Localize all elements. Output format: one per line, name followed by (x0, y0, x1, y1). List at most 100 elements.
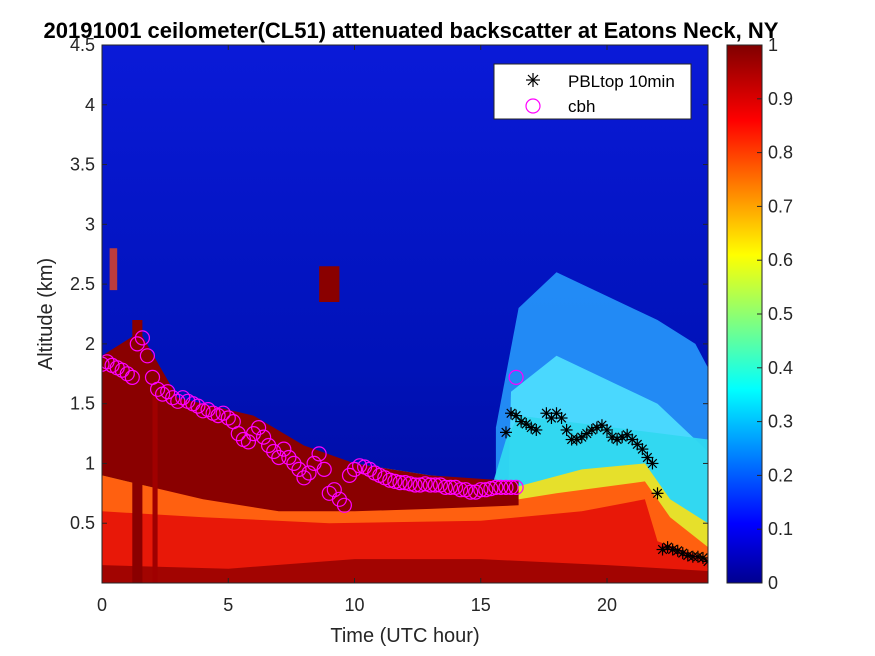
cbh-point (331, 491, 347, 507)
x-tick-label: 20 (597, 595, 617, 615)
cbh-point (301, 465, 317, 481)
pbltop-point (505, 407, 518, 420)
pbltop-point (636, 443, 649, 456)
chart-title: 20191001 ceilometer(CL51) attenuated bac… (44, 18, 779, 43)
y-tick-label: 1.5 (70, 394, 95, 414)
pbltop-point (580, 427, 593, 440)
cbh-point (422, 477, 438, 493)
cbh-point (352, 458, 368, 474)
x-axis-label: Time (UTC hour) (330, 625, 479, 647)
y-tick-label: 3 (85, 214, 95, 234)
cbh-point (311, 446, 327, 462)
cbh-point (397, 475, 413, 491)
cbh-point (256, 429, 272, 445)
y-tick-label: 4 (85, 95, 95, 115)
cbh-point (291, 461, 307, 477)
cbh-point (326, 482, 342, 498)
pbltop-point (570, 433, 583, 446)
cbh-point (341, 467, 358, 483)
colorbar-tick-label: 0 (768, 573, 778, 593)
pbltop-point (515, 415, 528, 428)
cbh-point (498, 479, 514, 495)
cbh-point (139, 348, 155, 364)
cbh-point (129, 336, 145, 352)
pbltop-point (651, 487, 664, 500)
cbh-point (316, 461, 332, 477)
colorbar-tick-label: 0.8 (768, 143, 793, 163)
colorbar-tick-label: 0.9 (768, 89, 793, 109)
colorbar-tick-label: 0.5 (768, 304, 793, 324)
cbh-point (266, 443, 282, 460)
cbh-point (134, 330, 150, 346)
colorbar-tick-label: 1 (768, 35, 778, 55)
cbh-point (286, 455, 302, 471)
cbh-point (508, 479, 524, 495)
y-tick-label: 1 (85, 453, 95, 473)
heatmap-band-darkred-surface (102, 559, 708, 583)
pbltop-point (575, 431, 588, 444)
cbh-point (382, 472, 398, 488)
cbh-point (437, 479, 453, 495)
colorbar (726, 44, 763, 584)
colorbar-tick-label: 0.3 (768, 412, 793, 432)
cbh-point (119, 366, 135, 382)
pbltop-point (676, 547, 689, 560)
y-tick-label: 0.5 (70, 513, 95, 533)
y-axis-label: Altitude (km) (35, 258, 57, 370)
cbh-point (114, 362, 130, 378)
y-axis: 0.5 1 1.5 2 2.5 3 3.5 4 4.5 (70, 35, 708, 533)
pbltop-point (661, 541, 674, 554)
pbltop-point (510, 409, 523, 422)
cbh-point (160, 384, 176, 400)
cbh-point (483, 481, 499, 497)
cbh-point (453, 482, 469, 498)
cbh-point (407, 477, 423, 493)
cbh-point (427, 477, 443, 493)
x-tick-label: 15 (471, 595, 491, 615)
cbh-point (281, 449, 297, 466)
colorbar-ticks: 0 0.1 0.2 0.3 0.4 0.5 0.6 0.7 0.8 0.9 1 (757, 35, 793, 593)
plot-frame (101, 44, 709, 584)
pbltop-point (641, 451, 654, 464)
heatmap-streak-2 (152, 391, 158, 583)
cbh-point (251, 420, 267, 436)
cbh-point (463, 484, 479, 500)
heatmap-patch-early (109, 248, 118, 291)
pbltop-point (702, 555, 708, 568)
y-tick-label: 2.5 (70, 274, 95, 294)
pbltop-point (555, 412, 568, 425)
cbh-point (102, 356, 110, 372)
pbltop-point (616, 431, 629, 444)
x-axis: 0 5 10 15 20 (97, 45, 617, 615)
cbh-point (412, 477, 428, 493)
cbh-point (245, 426, 262, 442)
legend-asterisk-icon (526, 73, 540, 87)
cbh-point (346, 461, 363, 477)
cbh-point (473, 482, 489, 498)
colorbar-tick-label: 0.1 (768, 519, 793, 539)
pbltop-point (560, 423, 573, 436)
cbh-point (240, 434, 256, 450)
cbh-point (336, 497, 352, 513)
cbh-point (488, 479, 504, 495)
heatmap-band-red (102, 499, 708, 583)
x-tick-label: 0 (97, 595, 107, 615)
cbh-point (170, 393, 186, 409)
cbh-point (296, 470, 312, 486)
cbh-point (503, 479, 519, 495)
legend: PBLtop 10min cbh (493, 63, 692, 120)
cbh-point (190, 398, 206, 414)
cbh-point (402, 476, 418, 492)
legend-label-pbltop: PBLtop 10min (568, 72, 675, 91)
cbh-point (195, 403, 211, 419)
colorbar-tick-label: 0.4 (768, 358, 793, 378)
y-tick-label: 2 (85, 334, 95, 354)
pbltop-point (601, 423, 613, 436)
cbh-point (442, 479, 459, 495)
cbh-point (508, 369, 524, 385)
cbh-point (493, 479, 509, 495)
colorbar-tick-label: 0.6 (768, 250, 793, 270)
y-tick-label: 4.5 (70, 35, 95, 55)
y-tick-label: 3.5 (70, 155, 95, 175)
